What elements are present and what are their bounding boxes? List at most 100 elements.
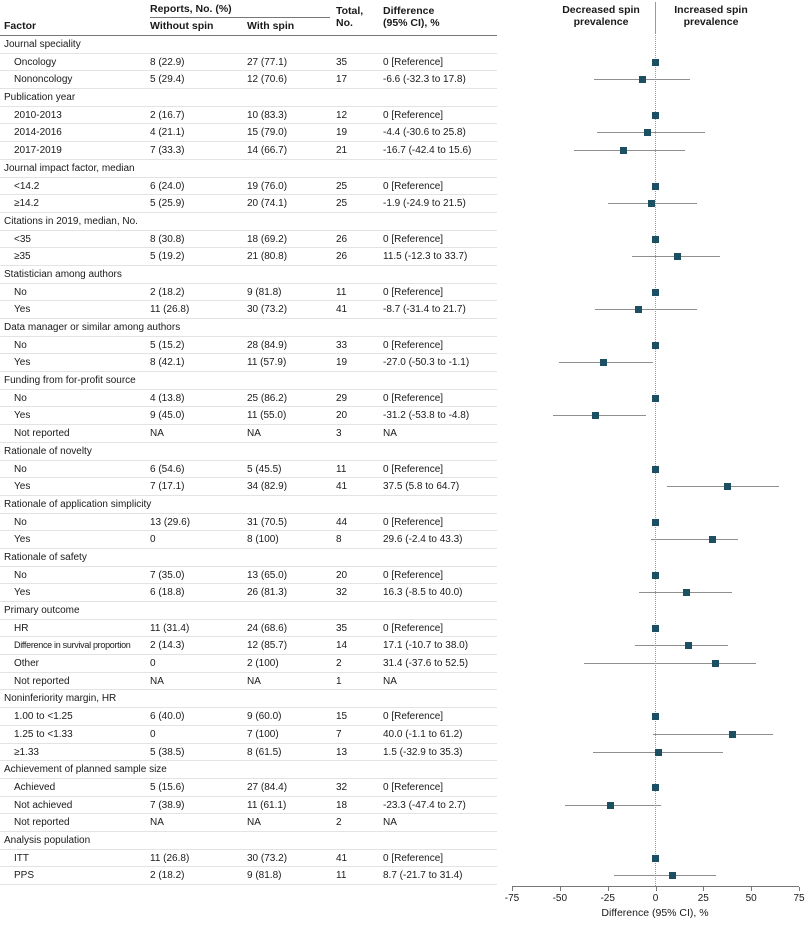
total-cell: 41	[336, 304, 348, 316]
row-divider	[0, 724, 497, 726]
with-spin-cell: 8 (100)	[247, 534, 279, 546]
group-label: Achievement of planned sample size	[4, 764, 167, 776]
factor-cell: No	[14, 339, 27, 351]
difference-cell: 1.5 (-32.9 to 35.3)	[383, 746, 463, 758]
row-divider	[0, 530, 497, 532]
group-row: Publication year	[0, 89, 810, 107]
group-label: Rationale of novelty	[4, 445, 92, 457]
difference-cell: 0 [Reference]	[383, 516, 444, 528]
with-spin-cell: 30 (73.2)	[247, 304, 288, 316]
row-divider	[0, 654, 497, 656]
row-divider	[0, 406, 497, 408]
difference-cell: 0 [Reference]	[383, 463, 444, 475]
factor-cell: Not achieved	[14, 799, 73, 811]
difference-cell: 8.7 (-21.7 to 31.4)	[383, 870, 463, 882]
total-cell: 13	[336, 746, 348, 758]
factor-cell: HR	[14, 622, 29, 634]
difference-cell: -8.7 (-31.4 to 21.7)	[383, 304, 466, 316]
without-spin-cell: 2 (18.2)	[150, 286, 185, 298]
factor-cell: Yes	[14, 410, 31, 422]
zero-reference-line	[655, 32, 656, 886]
difference-cell: 0 [Reference]	[383, 781, 444, 793]
x-axis-tick	[607, 887, 609, 891]
with-spin-cell: 27 (77.1)	[247, 56, 288, 68]
total-cell: 17	[336, 74, 348, 86]
with-spin-cell: 2 (100)	[247, 658, 279, 670]
total-cell: 25	[336, 180, 348, 192]
total-cell: 29	[336, 392, 348, 404]
factor-cell: ≥35	[14, 251, 31, 263]
with-spin-cell: 7 (100)	[247, 728, 279, 740]
forest-marker	[674, 253, 681, 261]
factor-cell: <14.2	[14, 180, 40, 192]
total-cell: 15	[336, 711, 348, 723]
row-divider	[0, 742, 497, 744]
difference-cell: 31.4 (-37.6 to 52.5)	[383, 658, 469, 670]
without-spin-cell: 2 (14.3)	[150, 640, 185, 652]
column-header-with-spin: With spin	[247, 20, 295, 32]
column-header-reports-group: Reports, No. (%)	[150, 3, 232, 15]
forest-marker	[652, 341, 659, 349]
forest-marker	[600, 359, 608, 367]
with-spin-cell: 9 (81.8)	[247, 286, 282, 298]
row-divider	[0, 441, 497, 443]
row-divider	[0, 795, 497, 797]
forest-marker	[683, 589, 691, 597]
with-spin-cell: 11 (55.0)	[247, 410, 287, 422]
forest-marker	[639, 76, 647, 84]
group-row: Funding from for-profit source	[0, 372, 810, 390]
without-spin-cell: 7 (35.0)	[150, 569, 185, 581]
x-axis-tick-label: -75	[504, 893, 520, 904]
without-spin-cell: 9 (45.0)	[150, 410, 185, 422]
table-row: No 6 (54.6) 5 (45.5) 11 0 [Reference]	[0, 461, 810, 479]
row-divider	[0, 52, 497, 54]
with-spin-cell: 30 (73.2)	[247, 852, 288, 864]
factor-cell: Achieved	[14, 781, 56, 793]
row-divider	[0, 866, 497, 868]
factor-cell: ≥1.33	[14, 746, 39, 758]
ci-line	[552, 415, 647, 417]
row-divider	[0, 105, 497, 107]
without-spin-cell: 2 (16.7)	[150, 109, 185, 121]
table-row: Yes 9 (45.0) 11 (55.0) 20 -31.2 (-53.8 to -4…	[0, 407, 810, 426]
row-divider	[0, 459, 497, 461]
forest-marker	[643, 129, 651, 137]
factor-cell: No	[14, 516, 27, 528]
table-row: Not reported NA NA 1 NA	[0, 673, 810, 691]
difference-cell: -27.0 (-50.3 to -1.1)	[383, 357, 470, 369]
difference-cell: 0 [Reference]	[383, 392, 444, 404]
row-divider	[0, 494, 497, 496]
table-row: ≥14.2 5 (25.9) 20 (74.1) 25 -1.9 (-24.9 to 2…	[0, 195, 810, 213]
difference-cell: 0 [Reference]	[383, 711, 444, 723]
group-label: Rationale of safety	[4, 551, 87, 563]
forest-marker	[652, 465, 659, 473]
x-axis-tick-label: -25	[600, 893, 615, 904]
without-spin-cell: 5 (15.6)	[150, 781, 185, 793]
difference-cell: 0 [Reference]	[383, 109, 444, 121]
ci-line	[595, 309, 697, 311]
forest-marker	[652, 783, 659, 791]
difference-cell: 29.6 (-2.4 to 43.3)	[383, 534, 463, 546]
row-divider	[0, 618, 497, 620]
forest-marker	[723, 483, 731, 491]
total-cell: 2	[336, 658, 342, 670]
with-spin-cell: NA	[247, 428, 261, 440]
forest-marker	[648, 200, 656, 208]
group-row: Journal speciality	[0, 36, 810, 54]
factor-cell: Not reported	[14, 675, 70, 687]
without-spin-cell: 2 (18.2)	[150, 870, 185, 882]
row-divider	[0, 318, 497, 319]
ci-line	[653, 733, 773, 735]
without-spin-cell: 7 (38.9)	[150, 799, 185, 811]
ci-line	[666, 486, 780, 488]
total-cell: 11	[336, 286, 347, 298]
row-divider	[0, 583, 497, 585]
factor-cell: No	[14, 286, 27, 298]
table-row: Difference in survival proportion 2 (14.3…	[0, 637, 810, 656]
group-label: Data manager or similar among authors	[4, 322, 181, 333]
column-header-total: Total, No.	[336, 5, 364, 29]
group-label: Funding from for-profit source	[4, 375, 136, 387]
factor-cell: Yes	[14, 534, 31, 546]
factor-cell: No	[14, 463, 27, 475]
